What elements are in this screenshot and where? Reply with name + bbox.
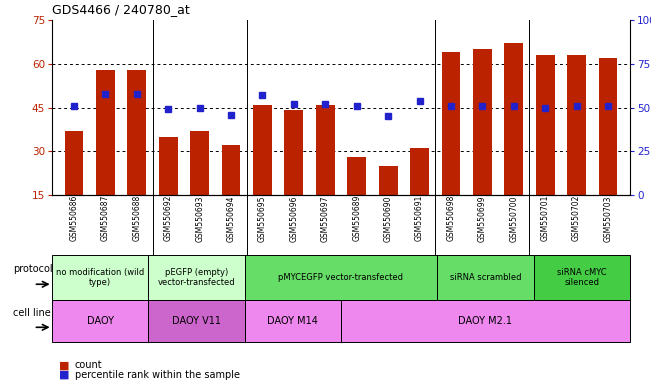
Text: GSM550691: GSM550691 <box>415 195 424 242</box>
Text: GSM550700: GSM550700 <box>509 195 518 242</box>
Text: GSM550692: GSM550692 <box>164 195 173 242</box>
Text: GSM550699: GSM550699 <box>478 195 487 242</box>
Bar <box>410 148 429 195</box>
Bar <box>598 58 617 195</box>
Bar <box>52 255 148 300</box>
Text: GSM550689: GSM550689 <box>352 195 361 242</box>
Bar <box>221 146 240 195</box>
Text: DAOY: DAOY <box>87 316 114 326</box>
Text: GSM550701: GSM550701 <box>541 195 549 242</box>
Bar <box>96 70 115 195</box>
Bar <box>316 104 335 195</box>
Bar <box>253 104 272 195</box>
Text: pMYCEGFP vector-transfected: pMYCEGFP vector-transfected <box>279 273 404 282</box>
Bar <box>341 300 630 342</box>
Bar <box>536 55 555 195</box>
Text: DAOY V11: DAOY V11 <box>172 316 221 326</box>
Text: cell line: cell line <box>13 308 51 318</box>
Bar <box>284 111 303 195</box>
Bar <box>190 131 209 195</box>
Bar <box>437 255 534 300</box>
Text: percentile rank within the sample: percentile rank within the sample <box>75 370 240 380</box>
Bar <box>379 166 398 195</box>
Text: GSM550702: GSM550702 <box>572 195 581 242</box>
Bar <box>159 137 178 195</box>
Text: GSM550697: GSM550697 <box>321 195 330 242</box>
Text: GSM550703: GSM550703 <box>603 195 613 242</box>
Text: DAOY M14: DAOY M14 <box>268 316 318 326</box>
Text: GDS4466 / 240780_at: GDS4466 / 240780_at <box>52 3 189 16</box>
Text: pEGFP (empty)
vector-transfected: pEGFP (empty) vector-transfected <box>158 268 235 287</box>
Text: GSM550687: GSM550687 <box>101 195 110 242</box>
Bar <box>128 70 146 195</box>
Bar <box>148 255 245 300</box>
Text: GSM550690: GSM550690 <box>383 195 393 242</box>
Bar <box>505 43 523 195</box>
Text: ■: ■ <box>59 370 72 380</box>
Bar <box>534 255 630 300</box>
Bar <box>347 157 366 195</box>
Bar <box>567 55 586 195</box>
Text: GSM550696: GSM550696 <box>290 195 298 242</box>
Text: ■: ■ <box>59 361 72 371</box>
Text: GSM550686: GSM550686 <box>70 195 79 242</box>
Text: siRNA cMYC
silenced: siRNA cMYC silenced <box>557 268 607 287</box>
Text: GSM550694: GSM550694 <box>227 195 236 242</box>
Bar <box>52 300 148 342</box>
Bar <box>245 255 437 300</box>
Text: no modification (wild
type): no modification (wild type) <box>56 268 145 287</box>
Bar <box>64 131 83 195</box>
Text: GSM550695: GSM550695 <box>258 195 267 242</box>
Text: siRNA scrambled: siRNA scrambled <box>450 273 521 282</box>
Text: count: count <box>75 361 102 371</box>
Text: GSM550698: GSM550698 <box>447 195 456 242</box>
Text: GSM550688: GSM550688 <box>132 195 141 241</box>
Bar <box>473 49 492 195</box>
Text: DAOY M2.1: DAOY M2.1 <box>458 316 512 326</box>
Text: protocol: protocol <box>13 263 52 273</box>
Bar <box>148 300 245 342</box>
Bar <box>245 300 341 342</box>
Bar <box>441 52 460 195</box>
Text: GSM550693: GSM550693 <box>195 195 204 242</box>
